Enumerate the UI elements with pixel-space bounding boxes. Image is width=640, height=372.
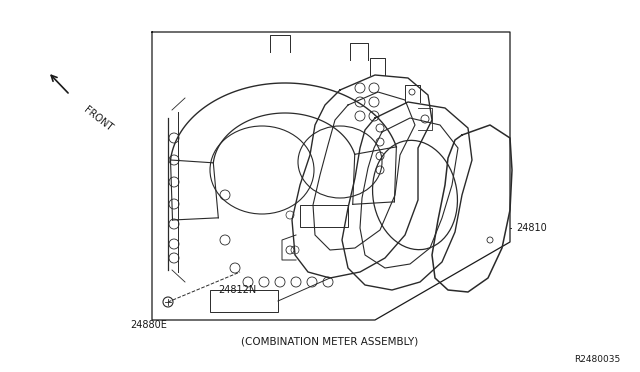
Text: 24810: 24810 <box>516 223 547 233</box>
Text: 24812N: 24812N <box>218 285 256 295</box>
Bar <box>300 205 348 227</box>
Text: 24880E: 24880E <box>130 320 167 330</box>
Text: R2480035: R2480035 <box>573 355 620 364</box>
Text: FRONT: FRONT <box>82 105 115 134</box>
Bar <box>210 290 278 312</box>
Text: (COMBINATION METER ASSEMBLY): (COMBINATION METER ASSEMBLY) <box>241 337 419 347</box>
